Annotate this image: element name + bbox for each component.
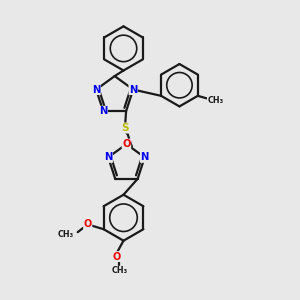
Text: N: N: [140, 152, 149, 162]
Text: O: O: [84, 220, 92, 230]
Text: CH₃: CH₃: [111, 266, 128, 275]
Text: O: O: [113, 252, 121, 262]
Text: N: N: [129, 85, 137, 94]
Text: N: N: [99, 106, 107, 116]
Text: CH₃: CH₃: [58, 230, 74, 239]
Text: N: N: [104, 152, 112, 162]
Text: O: O: [122, 139, 131, 149]
Text: S: S: [122, 123, 129, 133]
Text: CH₃: CH₃: [207, 96, 224, 105]
Text: N: N: [92, 85, 100, 94]
